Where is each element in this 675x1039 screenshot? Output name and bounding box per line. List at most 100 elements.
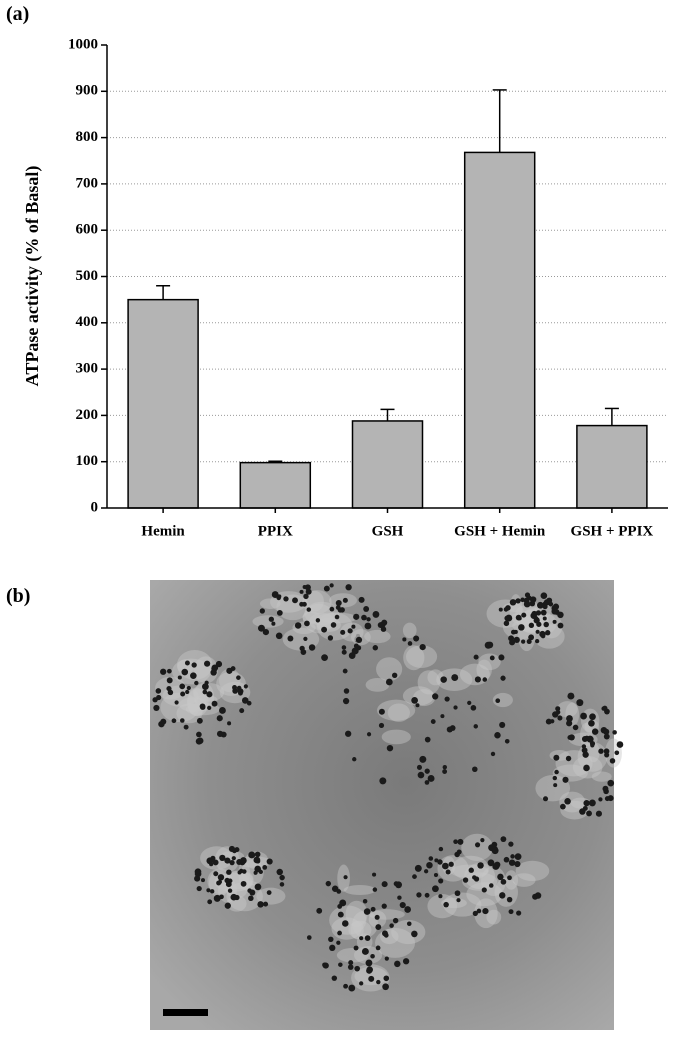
particle bbox=[427, 775, 435, 782]
particle bbox=[336, 940, 341, 945]
texture bbox=[402, 622, 417, 639]
particle bbox=[361, 614, 367, 621]
texture bbox=[381, 729, 411, 745]
particle bbox=[239, 708, 245, 714]
texture bbox=[376, 657, 403, 682]
particle bbox=[372, 611, 380, 618]
texture bbox=[512, 873, 536, 887]
particle bbox=[614, 750, 620, 756]
particle bbox=[389, 923, 394, 928]
particle bbox=[195, 737, 203, 745]
particle bbox=[473, 724, 478, 729]
particle bbox=[603, 733, 610, 740]
particle bbox=[219, 707, 226, 714]
particle bbox=[482, 677, 488, 682]
particle bbox=[380, 626, 387, 632]
particle bbox=[565, 755, 572, 762]
particle bbox=[413, 635, 420, 642]
particle bbox=[568, 734, 575, 741]
particle bbox=[374, 914, 380, 920]
particle bbox=[364, 935, 371, 941]
particle bbox=[424, 892, 430, 898]
particle bbox=[495, 698, 501, 704]
particle bbox=[513, 629, 518, 634]
particle bbox=[532, 893, 539, 900]
particle bbox=[268, 616, 275, 622]
particle bbox=[602, 785, 609, 792]
panel-label: (a) bbox=[6, 3, 29, 25]
particle bbox=[158, 720, 165, 728]
y-tick-label: 600 bbox=[76, 222, 99, 238]
particle bbox=[542, 796, 549, 802]
particle bbox=[515, 598, 521, 604]
particle bbox=[359, 936, 364, 941]
particle bbox=[603, 728, 610, 735]
particle bbox=[254, 865, 262, 873]
particle bbox=[411, 930, 418, 938]
particle bbox=[490, 751, 496, 757]
particle bbox=[234, 847, 240, 853]
particle bbox=[472, 766, 478, 773]
particle bbox=[241, 869, 247, 874]
texture bbox=[481, 866, 506, 897]
particle bbox=[316, 907, 323, 914]
particle bbox=[612, 730, 617, 735]
particle bbox=[287, 635, 294, 642]
texture bbox=[591, 771, 612, 782]
particle bbox=[368, 975, 375, 982]
particle bbox=[417, 771, 425, 779]
texture bbox=[533, 624, 565, 649]
particle bbox=[199, 703, 206, 710]
particle bbox=[342, 597, 348, 603]
bar bbox=[576, 424, 648, 509]
texture bbox=[552, 764, 588, 782]
particle bbox=[255, 859, 261, 864]
texture bbox=[486, 909, 502, 925]
texture bbox=[478, 653, 501, 671]
particle bbox=[341, 645, 347, 650]
particle bbox=[303, 593, 309, 600]
particle bbox=[183, 724, 189, 730]
particle bbox=[379, 777, 387, 785]
particle bbox=[266, 890, 272, 895]
particle bbox=[503, 856, 510, 863]
particle bbox=[224, 902, 231, 909]
particle bbox=[540, 633, 546, 639]
particle bbox=[473, 654, 479, 660]
particle bbox=[338, 962, 343, 967]
particle bbox=[438, 894, 443, 899]
particle bbox=[402, 958, 410, 965]
particle bbox=[345, 730, 352, 737]
particle bbox=[363, 908, 371, 915]
particle bbox=[555, 706, 561, 712]
particle bbox=[500, 836, 507, 843]
particle bbox=[419, 755, 427, 763]
particle bbox=[190, 672, 197, 679]
particle bbox=[248, 895, 254, 902]
particle bbox=[567, 692, 575, 700]
particle bbox=[238, 690, 243, 696]
particle bbox=[545, 630, 551, 636]
particle bbox=[582, 751, 589, 758]
particle bbox=[343, 983, 349, 989]
micrograph-background bbox=[150, 580, 614, 1030]
particle bbox=[397, 895, 402, 900]
particle bbox=[440, 714, 445, 719]
particle bbox=[306, 607, 312, 612]
particle bbox=[604, 796, 610, 802]
particle bbox=[580, 712, 587, 720]
particle bbox=[434, 858, 439, 863]
particle bbox=[200, 878, 206, 883]
particle bbox=[230, 666, 236, 671]
texture bbox=[443, 892, 482, 917]
particle bbox=[442, 769, 448, 774]
particle bbox=[227, 888, 233, 893]
particle bbox=[603, 748, 610, 755]
particle bbox=[553, 783, 558, 788]
particle bbox=[443, 901, 449, 908]
particle bbox=[347, 628, 353, 634]
x-tick-label: PPIX bbox=[258, 523, 293, 539]
particle bbox=[213, 894, 221, 902]
